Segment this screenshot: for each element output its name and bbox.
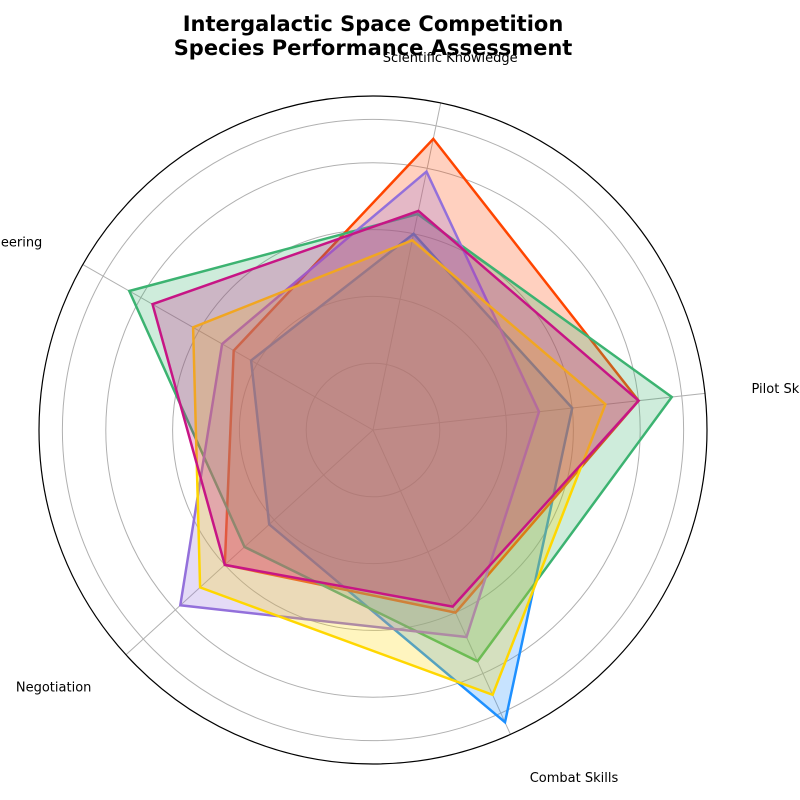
grid-ring-4 (105, 162, 641, 698)
series-6-outline (150, 209, 641, 608)
polar-frame (38, 95, 708, 765)
chart-title-line-1: Intergalactic Space Competition (183, 12, 564, 36)
axis-label-2: Combat Skills (530, 771, 619, 786)
chart-title-line-2: Species Performance Assessment (174, 36, 573, 60)
grid-ring-5 (61, 118, 685, 742)
series-1-area (251, 233, 573, 723)
axis-spoke-4 (82, 264, 374, 431)
axis-label-5: Scientific Knowledge (383, 51, 518, 66)
axis-label-4: Engineering (0, 235, 42, 250)
axis-spoke-2 (372, 429, 511, 735)
axis-labels: Pilot Skills Combat Skills Negotiation Engi… (0, 51, 800, 786)
series-5-area (193, 240, 606, 695)
grid-ring-1 (305, 362, 441, 498)
series-3-area (129, 214, 672, 662)
series-4-area (180, 171, 540, 637)
grid-ring-3 (172, 229, 574, 631)
series-6-area (152, 210, 639, 607)
radar-series (127, 136, 674, 725)
axis-spoke-3 (125, 429, 374, 656)
series-2-area (224, 138, 639, 613)
axis-spoke-5 (372, 102, 442, 431)
axis-label-1: Pilot Skills (752, 382, 800, 397)
series-5-outline (191, 238, 607, 697)
series-4-outline (178, 169, 541, 639)
axis-label-3: Negotiation (16, 680, 92, 695)
grid-ring-2 (238, 295, 508, 565)
